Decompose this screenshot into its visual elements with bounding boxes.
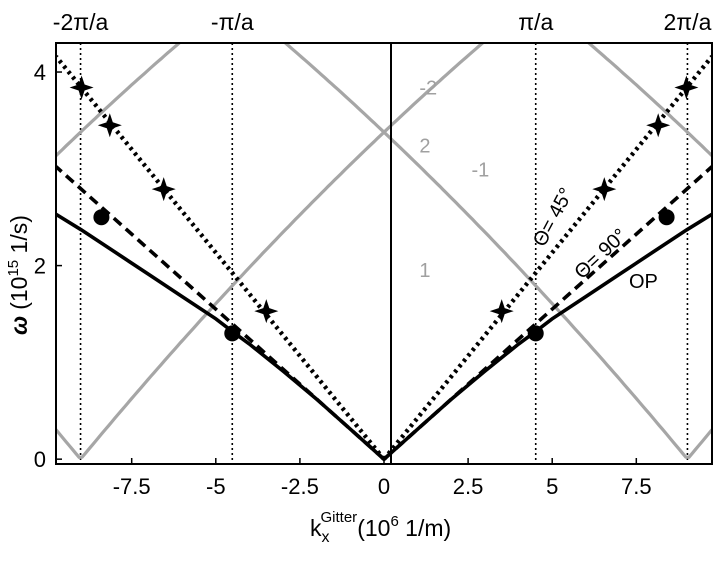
x-tick-label: -2.5 (281, 474, 319, 499)
star-marker (97, 113, 122, 138)
axis-ticks: -7.5 -5 -2.5 0 2.5 5 7.5 0 2 4 -2π/a -π/a π/a 2π/a (34, 9, 712, 499)
bragg-lines (79, 43, 689, 464)
x-tick-label: 0 (378, 474, 390, 499)
order-label-minus-1: -1 (471, 160, 489, 182)
order-label-2: 2 (419, 135, 430, 157)
theta-45-line (56, 55, 386, 461)
order-label-minus-2: -2 (419, 77, 437, 99)
star-marker (592, 177, 617, 202)
y-tick-label: 0 (34, 447, 46, 472)
diffraction-curve (586, 43, 712, 157)
y-tick-label: 4 (34, 60, 46, 85)
markers (69, 75, 699, 342)
x-tick-label: 5 (546, 474, 558, 499)
theta-45-line (382, 55, 712, 461)
x-tick-label: 2.5 (453, 474, 484, 499)
x-axis-label: kxGitter(106 1/m) (310, 509, 451, 546)
circle-marker (224, 325, 241, 342)
op-label: OP (629, 271, 658, 293)
diffraction-curve (282, 43, 712, 459)
top-tick-label: -π/a (211, 9, 254, 35)
star-marker (151, 177, 176, 202)
top-tick-label: -2π/a (53, 9, 109, 35)
x-tick-label: 7.5 (621, 474, 652, 499)
top-tick-label: 2π/a (664, 9, 712, 35)
diffraction-curves (56, 43, 712, 459)
x-tick-label: -5 (206, 474, 226, 499)
circle-marker (527, 325, 544, 342)
y-axis-label: ω(1015 1/s) (5, 215, 32, 335)
order-label-1: 1 (419, 260, 430, 282)
y-tick-label: 2 (34, 254, 46, 279)
x-tick-label: -7.5 (113, 474, 151, 499)
star-marker (254, 299, 279, 324)
star-marker (69, 75, 94, 100)
diffraction-curve (56, 43, 182, 157)
light-lines (56, 55, 712, 461)
circle-marker (93, 209, 110, 226)
theta-90-label: Θ= 90° (570, 225, 631, 284)
star-marker (646, 113, 671, 138)
star-marker (489, 299, 514, 324)
circle-marker (658, 209, 675, 226)
star-marker (674, 75, 699, 100)
top-tick-label: π/a (518, 9, 553, 35)
